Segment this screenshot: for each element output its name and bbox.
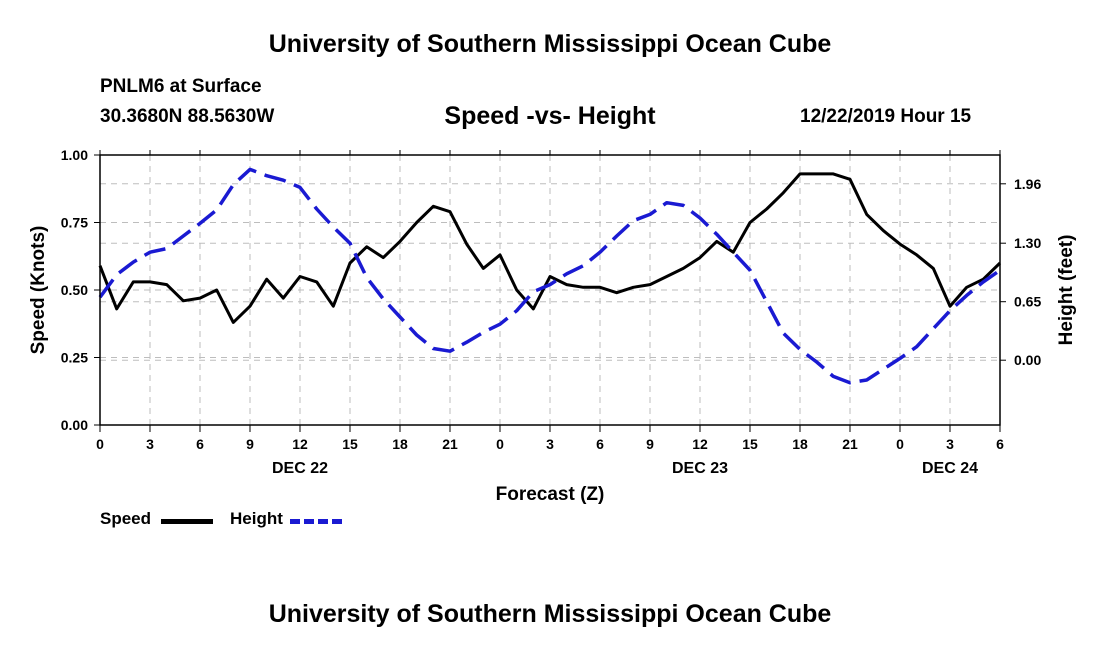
series-line-height [98,167,1002,385]
forecast-date-label: 12/22/2019 Hour 15 [800,106,972,127]
y-tick-label: 1.00 [61,147,88,163]
station-label: PNLM6 at Surface [100,76,262,97]
y2-tick-label: 0.00 [1014,352,1041,368]
y-tick-label: 0.25 [61,350,88,366]
x-tick-label: 3 [546,436,554,452]
x-tick-label: 3 [946,436,954,452]
x-tick-label: 12 [692,436,708,452]
series-line-speed [98,172,1002,324]
x-tick-label: 6 [996,436,1004,452]
page-title-bottom: University of Southern Mississippi Ocean… [268,600,832,628]
x-tick-label: 18 [792,436,808,452]
legend-height-swatch [290,519,342,524]
x-tick-label: 0 [96,436,104,452]
coordinates-label: 30.3680N 88.5630W [100,106,275,127]
page-title-top: University of Southern Mississippi Ocean… [268,30,832,58]
x-tick-label: 15 [742,436,758,452]
x-day-label: DEC 24 [922,460,978,477]
legend-height-label: Height [230,509,283,528]
y2-tick-label: 0.65 [1014,294,1041,310]
x-day-label: DEC 23 [672,460,728,477]
x-tick-label: 15 [342,436,358,452]
x-tick-label: 21 [842,436,858,452]
x-tick-label: 0 [496,436,504,452]
y-tick-label: 0.50 [61,282,88,298]
y2-tick-label: 1.96 [1014,176,1041,192]
y2-axis-title: Height (feet) [1056,235,1077,346]
legend-speed-label: Speed [100,509,152,528]
x-tick-label: 6 [596,436,604,452]
x-tick-label: 21 [442,436,458,452]
y-tick-label: 0.75 [61,215,88,231]
x-axis-title: Forecast (Z) [496,484,605,505]
x-day-label: DEC 22 [272,460,328,477]
x-tick-label: 6 [196,436,204,452]
chart-title: Speed -vs- Height [444,102,656,130]
x-tick-label: 18 [392,436,408,452]
x-tick-label: 9 [246,436,254,452]
x-tick-label: 12 [292,436,308,452]
y2-tick-label: 1.30 [1014,235,1041,251]
y-tick-label: 0.00 [61,417,88,433]
legend-speed-swatch [161,519,213,524]
y-axis-title: Speed (Knots) [28,226,49,355]
x-tick-label: 9 [646,436,654,452]
x-tick-label: 0 [896,436,904,452]
x-tick-label: 3 [146,436,154,452]
